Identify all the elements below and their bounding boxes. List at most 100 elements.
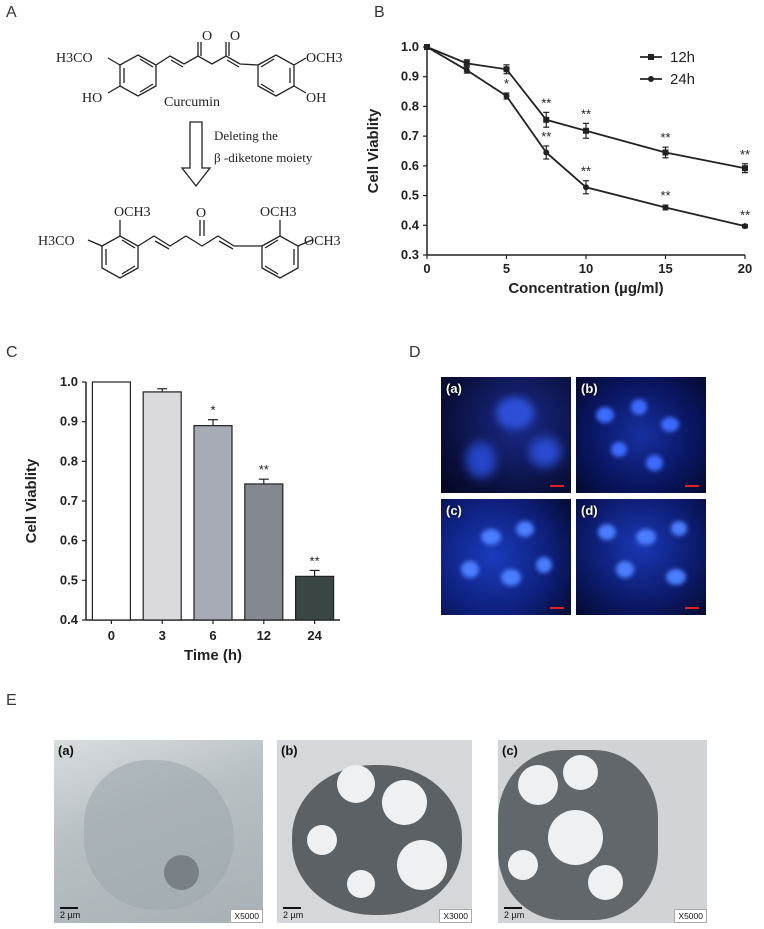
fluorescence-image-c: (c): [441, 499, 571, 615]
tem-scale-b: 2 µm: [283, 907, 303, 920]
tem-scale-a: 2 µm: [60, 907, 80, 920]
data-point: [503, 66, 510, 73]
y-tick-label: 0.7: [401, 128, 419, 143]
x-tick-label: 12: [257, 628, 271, 643]
chemical-structures: O O H3CO OCH3 HO OH Curcumin Deleting th…: [38, 29, 343, 279]
x-axis-label: Concentration (µg/ml): [508, 280, 663, 297]
label-ho: HO: [82, 91, 102, 106]
bar-6: [193, 425, 233, 621]
significance-mark: **: [310, 553, 320, 568]
y-tick-label: 0.4: [401, 217, 420, 232]
bar-chart-time: 0.4 0.5 0.6 0.7 0.8 0.9 1.0 0 3 * 6 ** 12 ** 24 Time (h…: [23, 374, 340, 664]
scale-bar: [685, 485, 699, 487]
y-tick-label: 1.0: [60, 374, 78, 389]
significance-mark: **: [660, 188, 670, 203]
bar-12: [244, 483, 284, 621]
tem-label-c: (c): [502, 743, 518, 758]
label-h3co-d: H3CO: [38, 234, 75, 249]
data-point: [463, 67, 470, 74]
tem-label-b: (b): [281, 743, 298, 758]
y-tick-label: 0.8: [60, 453, 78, 468]
tem-mag-b: X3000: [439, 909, 472, 923]
fluorescence-image-d: (d): [576, 499, 706, 615]
x-axis-label: Time (h): [184, 647, 242, 664]
fluorescence-label-b: (b): [581, 381, 598, 396]
tem-image-c: (c) 2 µm X5000: [498, 740, 707, 923]
curcumin-name: Curcumin: [164, 95, 220, 110]
line-chart-concentration: 0.3 0.4 0.5 0.6 0.7 0.8 0.9 1.0 0 5 10 15 20 Concentr…: [365, 39, 752, 297]
fluorescence-label-d: (d): [581, 503, 598, 518]
y-axis-label: Cell Viablity: [23, 458, 40, 543]
y-tick-label: 0.4: [60, 612, 79, 627]
x-tick-label: 24: [307, 628, 322, 643]
panel-label-c: C: [6, 344, 18, 361]
carbonyl-o-1: O: [202, 29, 212, 44]
fluorescence-label-a: (a): [446, 381, 462, 396]
arrow-caption-1: Deleting the: [214, 128, 278, 143]
fluorescence-label-c: (c): [446, 503, 462, 518]
x-tick-label: 0: [423, 261, 430, 276]
legend-marker: [648, 76, 654, 82]
legend-marker: [648, 54, 654, 60]
bar-24: [295, 575, 335, 621]
y-tick-label: 1.0: [401, 39, 419, 54]
significance-mark: *: [504, 76, 509, 91]
fluorescence-image-a: (a): [441, 377, 571, 493]
carbonyl-o-3: O: [196, 206, 206, 221]
fluorescence-grid: (a) (b) (c) (d): [441, 377, 706, 615]
significance-mark: **: [259, 462, 269, 477]
significance-mark: **: [740, 147, 750, 162]
y-tick-label: 0.6: [401, 158, 419, 173]
label-h3co-top: H3CO: [56, 51, 93, 66]
tem-label-a: (a): [58, 743, 74, 758]
label-och3-top: OCH3: [306, 51, 343, 66]
data-point: [424, 44, 430, 50]
data-point: [543, 149, 550, 156]
x-tick-label: 6: [209, 628, 216, 643]
legend-label: 24h: [670, 71, 695, 88]
y-axis-label: Cell Viablity: [365, 108, 382, 193]
data-point: [583, 184, 589, 191]
scale-bar: [550, 607, 564, 609]
x-tick-label: 0: [108, 628, 115, 643]
significance-mark: **: [541, 95, 551, 110]
significance-mark: **: [660, 130, 670, 145]
panel-label-d: D: [409, 344, 421, 361]
data-point: [503, 93, 510, 100]
y-tick-label: 0.3: [401, 247, 419, 262]
scale-bar: [685, 607, 699, 609]
data-point: [742, 223, 748, 230]
data-point: [662, 149, 669, 156]
data-point: [742, 165, 748, 172]
significance-mark: **: [581, 106, 591, 121]
significance-mark: **: [541, 129, 551, 144]
data-point: [583, 127, 589, 134]
y-tick-label: 0.7: [60, 493, 78, 508]
panel-label-e: E: [6, 692, 17, 709]
label-och3-d3: OCH3: [304, 234, 341, 249]
label-och3-d1: OCH3: [114, 205, 151, 220]
panel-label-a: A: [6, 4, 17, 21]
fluorescence-image-b: (b): [576, 377, 706, 493]
label-oh: OH: [306, 91, 326, 106]
y-tick-label: 0.5: [60, 572, 78, 587]
y-tick-label: 0.9: [401, 69, 419, 84]
scale-bar: [550, 485, 564, 487]
label-och3-d2: OCH3: [260, 205, 297, 220]
y-tick-label: 0.5: [401, 188, 419, 203]
bar-3: [142, 391, 182, 621]
legend-label: 12h: [670, 49, 695, 66]
tem-scale-c: 2 µm: [504, 907, 524, 920]
y-tick-label: 0.6: [60, 533, 78, 548]
data-point: [662, 204, 669, 211]
significance-mark: **: [740, 208, 750, 223]
tem-image-a: (a) 2 µm X5000: [54, 740, 263, 923]
data-point: [543, 116, 550, 123]
x-tick-label: 3: [159, 628, 166, 643]
x-tick-label: 5: [503, 261, 510, 276]
x-tick-label: 15: [658, 261, 672, 276]
x-tick-label: 20: [738, 261, 752, 276]
tem-mag-a: X5000: [230, 909, 263, 923]
panel-label-b: B: [374, 4, 385, 21]
y-tick-label: 0.8: [401, 98, 419, 113]
